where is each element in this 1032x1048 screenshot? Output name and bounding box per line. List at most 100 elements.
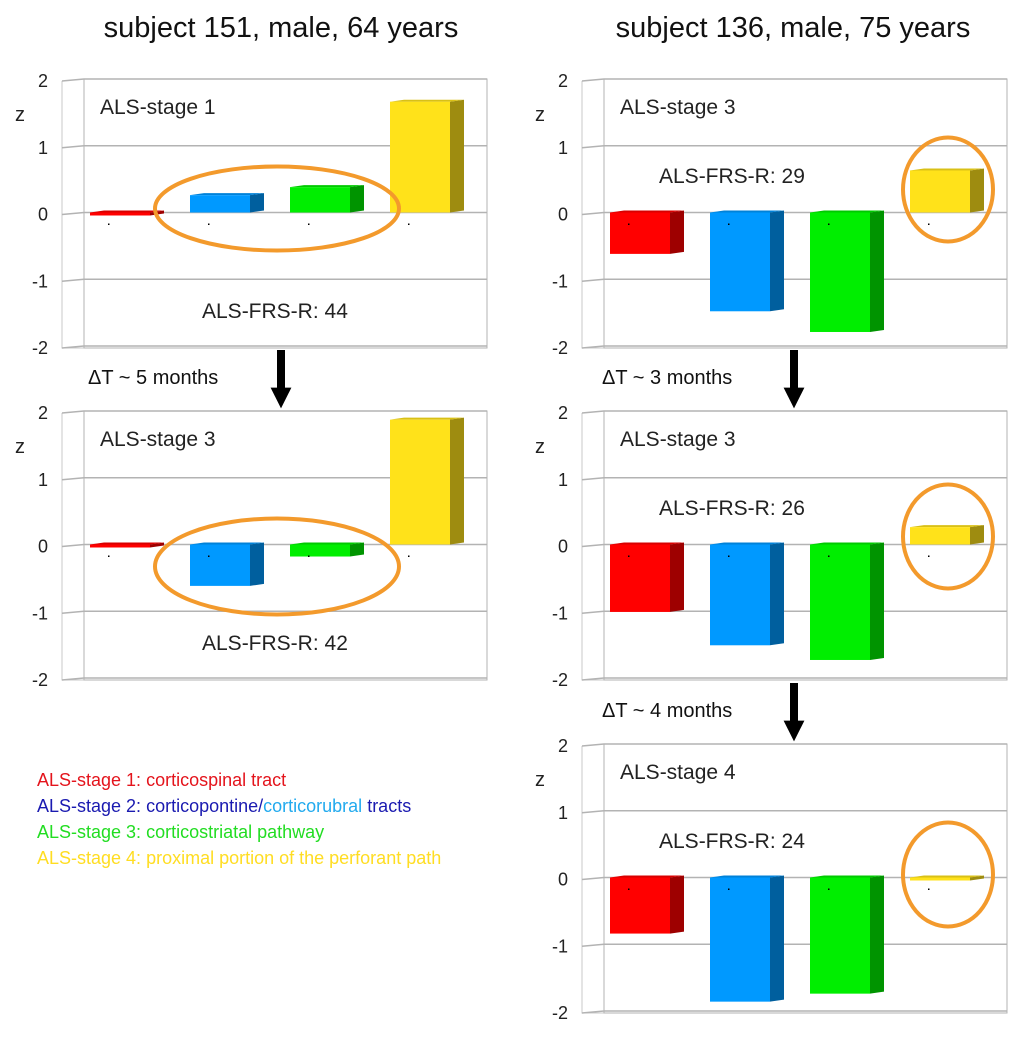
frs-label: ALS-FRS-R: 42 (202, 632, 348, 655)
bar-marker (928, 555, 930, 557)
bar-stage-4 (390, 417, 464, 545)
bar-stage-3 (810, 210, 884, 332)
y-tick-label: 0 (558, 205, 568, 225)
stage-label: ALS-stage 3 (620, 428, 736, 451)
bar-stage-2 (190, 542, 264, 586)
gridline (581, 677, 1007, 681)
y-axis-label: z (15, 436, 25, 458)
y-axis-label: z (535, 436, 545, 458)
bar-stage-1 (90, 210, 164, 216)
y-tick-label: -1 (552, 271, 568, 291)
legend-text: ALS-stage 1: corticospinal tract (37, 770, 287, 790)
y-tick-label: 2 (558, 736, 568, 756)
legend-text: ALS-stage 2: corticopontine/ (37, 796, 264, 816)
y-tick-label: 1 (38, 470, 48, 490)
y-tick-label: 0 (38, 205, 48, 225)
chart-panel-3: 2 1 0 -1 -2 z ALS-stage 3 ALS-FRS-R: 29 (535, 71, 1008, 358)
bar-stage-4 (910, 875, 984, 881)
frs-label: ALS-FRS-R: 24 (659, 830, 805, 853)
bar-marker (308, 223, 310, 225)
bar-marker (628, 888, 630, 890)
bar-marker (928, 223, 930, 225)
y-tick-label: 2 (558, 403, 568, 423)
chart-panel-5: 2 1 0 -1 -2 z ALS-stage 4 ALS-FRS-R: 24 (535, 736, 1008, 1023)
highlight-ellipse (153, 164, 401, 253)
bar-stage-4 (910, 168, 984, 213)
gridline (61, 345, 487, 349)
gridline (581, 145, 1007, 149)
legend-text: ALS-stage 4: proximal portion of the per… (37, 848, 442, 868)
stage-label: ALS-stage 3 (620, 96, 736, 119)
y-tick-label: 0 (558, 870, 568, 890)
y-tick-label: -2 (32, 670, 48, 690)
gridline (61, 677, 487, 681)
y-axis-label: z (535, 769, 545, 791)
bar-marker (628, 555, 630, 557)
interval-label-subject-151: ΔT ~ 5 months (88, 367, 218, 389)
y-tick-label: -2 (552, 670, 568, 690)
bar-stage-2 (710, 210, 784, 312)
gridline (581, 278, 1007, 282)
column-title-subject-136: subject 136, male, 75 years (616, 12, 971, 44)
stage-legend: ALS-stage 1: corticospinal tract ALS-sta… (37, 767, 441, 871)
stage-label: ALS-stage 3 (100, 428, 216, 451)
highlight-ellipse (901, 820, 995, 929)
bar-stage-2 (190, 193, 264, 213)
y-tick-label: -1 (32, 271, 48, 291)
y-tick-label: -1 (32, 603, 48, 623)
bar-marker (408, 223, 410, 225)
interval-label-subject-136-b: ΔT ~ 4 months (602, 700, 732, 722)
bar-stage-4 (910, 525, 984, 545)
bar-marker (728, 888, 730, 890)
bar-marker (828, 555, 830, 557)
legend-item-stage-4: ALS-stage 4: proximal portion of the per… (37, 845, 441, 871)
legend-text-highlight: corticorubral (263, 796, 363, 816)
gridline (581, 943, 1007, 947)
y-tick-label: -1 (552, 603, 568, 623)
bar-marker (108, 223, 110, 225)
stage-label: ALS-stage 4 (620, 761, 736, 784)
bar-stage-2 (710, 542, 784, 646)
gridline (581, 345, 1007, 349)
y-tick-label: -2 (32, 338, 48, 358)
y-axis-label: z (535, 104, 545, 126)
bar-stage-1 (610, 542, 684, 612)
gridline (61, 410, 487, 414)
legend-text: ALS-stage 3: corticostriatal pathway (37, 822, 325, 842)
bar-stage-1 (90, 542, 164, 548)
y-tick-label: -2 (552, 338, 568, 358)
bar-marker (408, 555, 410, 557)
bar-stage-3 (290, 542, 364, 557)
gridline (61, 610, 487, 614)
bar-marker (728, 223, 730, 225)
highlight-ellipse (153, 516, 401, 617)
bar-marker (828, 223, 830, 225)
bar-marker (928, 888, 930, 890)
y-tick-label: 2 (558, 71, 568, 91)
bar-marker (308, 555, 310, 557)
y-tick-label: -1 (552, 936, 568, 956)
gridline (581, 78, 1007, 82)
bar-marker (828, 888, 830, 890)
bar-stage-1 (610, 875, 684, 934)
y-axis-label: z (15, 104, 25, 126)
y-tick-label: 0 (558, 537, 568, 557)
bar-marker (208, 555, 210, 557)
gridline (61, 145, 487, 149)
bar-stage-3 (810, 875, 884, 994)
y-tick-label: 1 (38, 138, 48, 158)
column-title-subject-151: subject 151, male, 64 years (104, 12, 459, 44)
y-tick-label: 1 (558, 138, 568, 158)
interval-label-subject-136-a: ΔT ~ 3 months (602, 367, 732, 389)
bar-marker (728, 555, 730, 557)
frs-label: ALS-FRS-R: 29 (659, 165, 805, 188)
y-tick-label: 1 (558, 470, 568, 490)
highlight-ellipse (901, 482, 995, 591)
frs-label: ALS-FRS-R: 26 (659, 497, 805, 520)
chart-panel-4: 2 1 0 -1 -2 z ALS-stage 3 ALS-FRS-R: 26 (535, 403, 1008, 690)
legend-text: tracts (362, 796, 412, 816)
y-tick-label: 1 (558, 803, 568, 823)
gridline (61, 477, 487, 481)
bar-stage-3 (810, 542, 884, 660)
